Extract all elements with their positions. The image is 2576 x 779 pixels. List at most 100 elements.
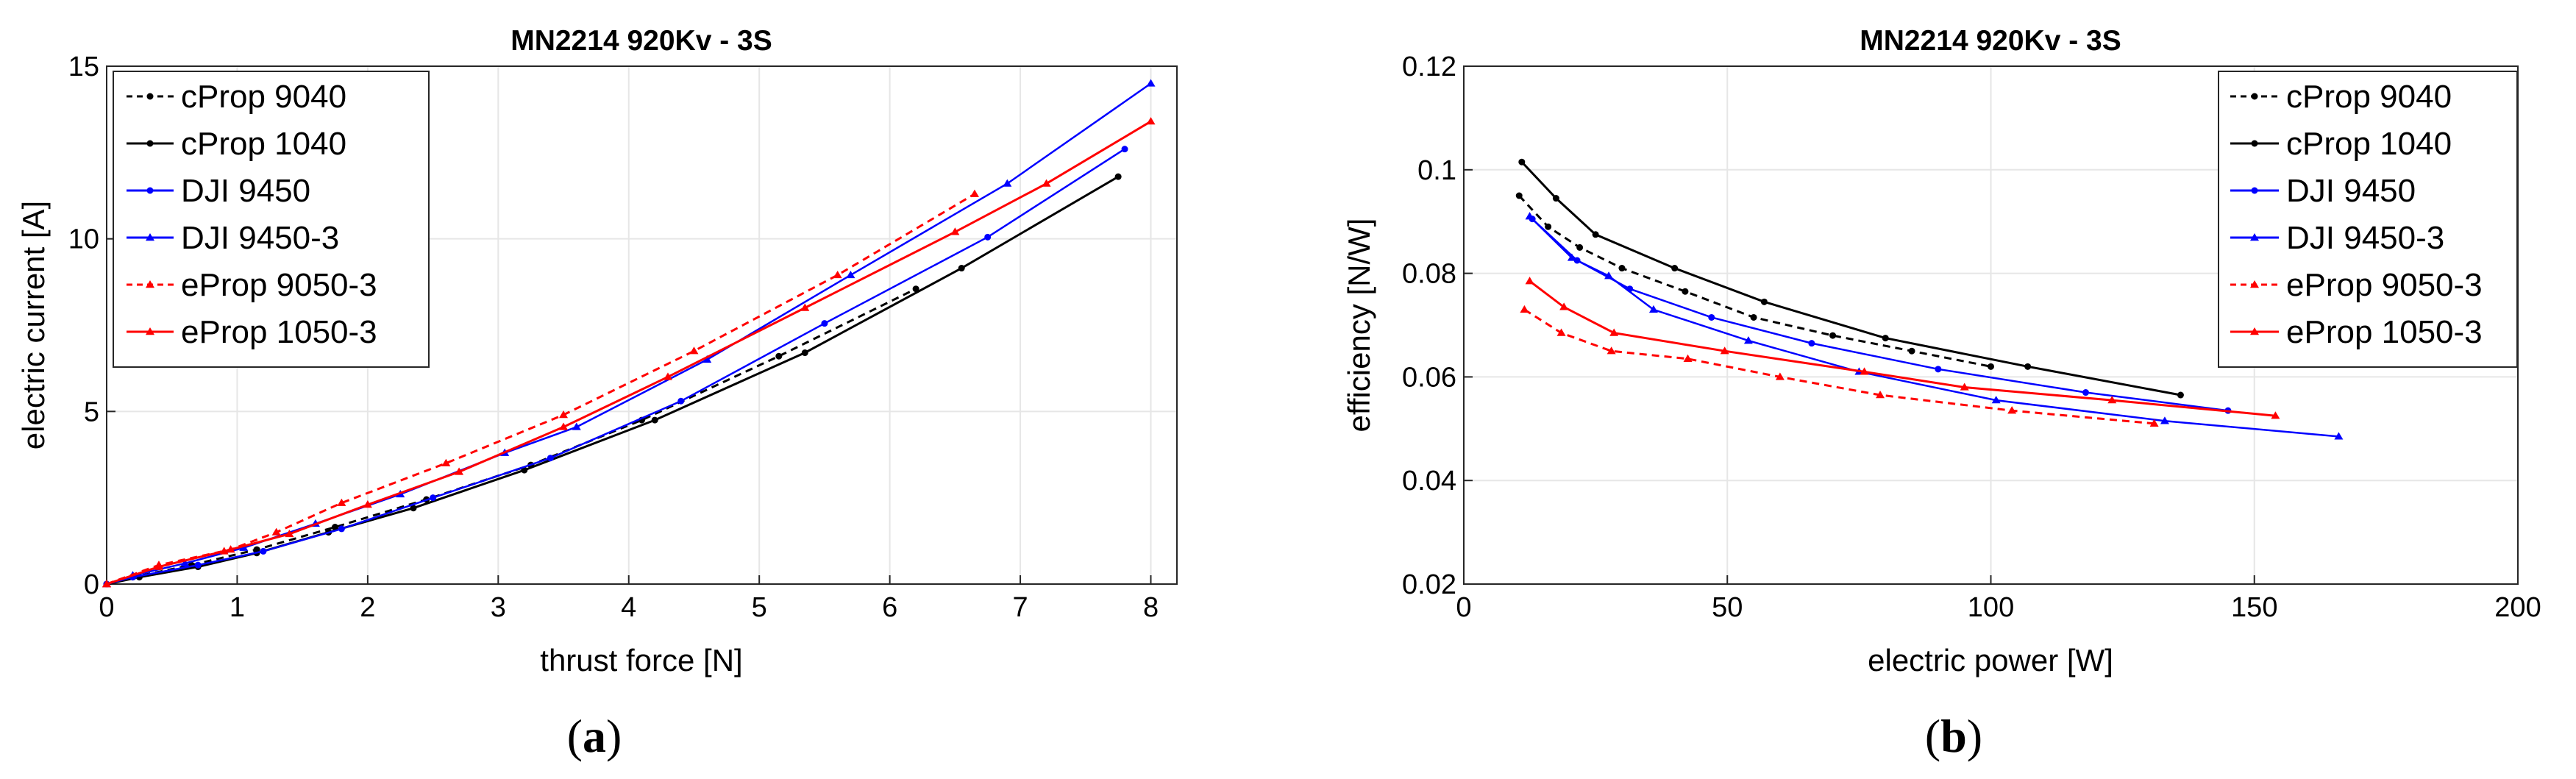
chart-b-series-6 [1525,277,2280,419]
chart-b-legend-label: cProp 9040 [2286,79,2452,115]
chart-a-ylabel: electric current [A] [16,201,51,449]
chart-b-legend-label: eProp 1050-3 [2286,314,2483,350]
chart-b-legend-marker [2250,233,2259,241]
chart-a-legend-label: eProp 1050-3 [181,314,377,350]
chart-a-legend-item: cProp 1040 [127,126,346,162]
chart-a-data-point [285,529,294,538]
chart-b-data-point [1567,253,1576,261]
chart-a-legend-box [113,71,430,368]
chart-b-data-point [1708,313,1715,321]
chart-a-legend-item: DJI 9450 [127,173,310,209]
chart-a-panel-label: (a) [567,710,622,762]
chart-a-legend-label: eProp 9050-3 [181,267,377,303]
chart-a-legend-item: eProp 9050-3 [127,267,377,303]
chart-a-legend-marker [146,93,154,100]
chart-b-xtick-label: 100 [1968,592,2014,623]
chart-a-data-point [455,467,464,475]
chart-b-data-point [1829,332,1837,339]
chart-a-data-point [154,562,163,570]
chart-a-data-point [846,270,855,279]
chart-a-data-point [337,498,346,506]
chart-b-data-point [1576,243,1584,251]
chart-b-legend-marker [2251,93,2258,100]
chart-b-xlabel: electric power [W] [1868,643,2113,677]
chart-a-legend-label: cProp 9040 [181,79,346,115]
chart-b-data-point [2082,389,2089,396]
chart-a-legend-marker [146,327,154,335]
chart-b-data-point [1876,391,1885,399]
chart-a-data-point [1003,179,1012,187]
chart-b-xtick-label: 150 [2231,592,2277,623]
chart-a-xtick-label: 6 [882,592,897,623]
chart-b-data-point [2107,396,2117,404]
chart-b-data-point [1671,265,1679,272]
chart-b-ticks: 0 50 100 150 200 0.02 0.04 0.06 0.08 0.1 0.12 [1402,51,2541,623]
chart-b-legend-marker [2251,140,2258,147]
chart-b-data-point [1556,328,1566,336]
chart-b-ytick-label: 0.1 [1417,155,1456,186]
chart-b-series-5 [1520,305,2159,427]
chart-a-xlabel: thrust force [N] [540,643,742,677]
chart-a-data-point [271,527,281,536]
chart-a-xtick-label: 1 [230,592,245,623]
chart-a-series-3 [103,146,1128,588]
chart-b-data-point [1908,347,1915,355]
chart-b-data-point [2334,432,2344,440]
chart-a-legend-item: cProp 9040 [127,79,346,115]
chart-b-data-point [1518,158,1526,166]
chart-b-data-point [1559,302,1569,310]
chart-b-ytick-label: 0.02 [1402,569,1456,600]
chart-a-data-point [775,352,783,360]
chart-b-data-point [2024,363,2032,370]
chart-b-ylabel: efficiency [N/W] [1342,218,1376,433]
chart-a-legend-marker [146,187,154,194]
chart-b-xtick-label: 50 [1712,592,1743,623]
chart-a-data-point [102,580,111,588]
chart-a-xtick-label: 7 [1013,592,1028,623]
chart-b-series-2 [1518,158,2184,399]
chart-b-legend-marker [2250,280,2259,288]
chart-b-legend-item: cProp 9040 [2230,79,2452,115]
chart-a-data-point [547,455,554,462]
chart-b-data-point [1775,372,1785,380]
chart-b-data-point [1648,305,1658,313]
chart-b-legend: cProp 9040 cProp 1040 DJI 9450 DJI 9450-3 eP… [2218,71,2518,368]
chart-a-data-point [430,494,437,502]
chart-a-data-point [1146,117,1156,125]
chart-a-xtick-label: 4 [621,592,636,623]
chart-a-data-point [219,547,229,555]
chart-a-data-point [521,466,528,474]
chart-b-series-line [1529,280,2276,417]
chart-a-ytick-label: 15 [68,51,99,82]
chart-a-data-point [912,285,919,293]
chart-a-data-point [572,422,581,430]
chart-b-data-point [1720,346,1729,355]
chart-a-ytick-label: 10 [68,224,99,255]
chart-a-data-point [194,561,202,569]
chart-b-data-point [1545,223,1552,230]
chart-b-data-point [1525,212,1534,220]
chart-a-series [102,79,1156,588]
chart-b-series-line [1523,308,2155,425]
chart-b-series [1515,158,2344,440]
chart-a-xtick-label: 3 [491,592,506,623]
chart-b-data-point [1592,231,1599,238]
chart-b-data-point [2177,391,2184,399]
chart-b-legend-label: eProp 9050-3 [2286,267,2483,303]
chart-a-data-point [663,372,672,380]
chart-a-data-point [332,524,339,531]
chart-a-legend: cProp 9040 cProp 1040 DJI 9450 DJI 9450-3 eP… [113,71,430,368]
chart-a-legend-label: cProp 1040 [181,126,346,162]
chart-a: 0 1 2 3 4 5 6 7 8 0 5 10 15 MN2214 920Kv - 3S thrust… [16,25,1178,762]
chart-a-frame [106,65,1178,585]
chart-a-xtick-label: 8 [1143,592,1159,623]
chart-a-ticks: 0 1 2 3 4 5 6 7 8 0 5 10 15 [68,51,1159,623]
chart-b-title: MN2214 920Kv - 3S [1860,25,2121,57]
chart-b-legend-marker [2251,187,2258,194]
chart-b-legend-label: cProp 1040 [2286,126,2452,162]
chart-b-legend-item: eProp 9050-3 [2230,267,2483,303]
chart-b-data-point [2149,419,2159,427]
chart-b-legend-label: DJI 9450 [2286,173,2416,209]
chart-b-legend-item: eProp 1050-3 [2230,314,2483,350]
